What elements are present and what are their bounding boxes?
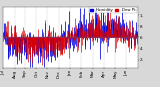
Legend: Humidity, Dew Pt.: Humidity, Dew Pt. bbox=[89, 7, 137, 13]
